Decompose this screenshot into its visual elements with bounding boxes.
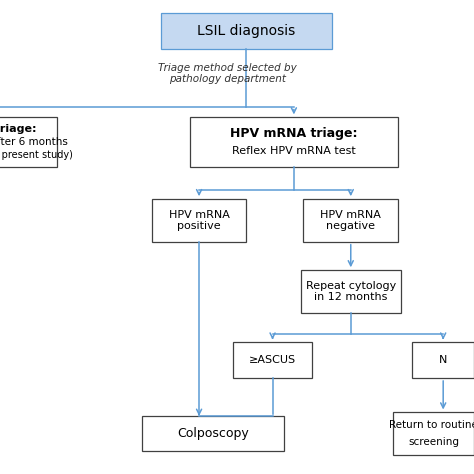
FancyBboxPatch shape (393, 412, 474, 455)
Text: Repeat cytology after 6 months: Repeat cytology after 6 months (0, 137, 68, 147)
Text: (method used in the present study): (method used in the present study) (0, 150, 73, 161)
Text: HPV mRNA
positive: HPV mRNA positive (169, 210, 229, 231)
FancyBboxPatch shape (303, 199, 398, 242)
FancyBboxPatch shape (0, 118, 57, 167)
Text: Return to routine: Return to routine (389, 420, 474, 430)
Text: LSIL diagnosis: LSIL diagnosis (197, 24, 296, 38)
Text: Reflex HPV mRNA test: Reflex HPV mRNA test (232, 146, 356, 156)
FancyBboxPatch shape (412, 342, 474, 378)
Text: Cytology triage:: Cytology triage: (0, 124, 36, 134)
Text: Colposcopy: Colposcopy (177, 427, 249, 440)
Text: Triage method selected by
pathology department: Triage method selected by pathology depa… (158, 63, 297, 84)
FancyBboxPatch shape (142, 416, 284, 451)
Text: HPV mRNA
negative: HPV mRNA negative (320, 210, 381, 231)
FancyBboxPatch shape (190, 118, 398, 167)
Text: ≥ASCUS: ≥ASCUS (249, 355, 296, 365)
Text: HPV mRNA triage:: HPV mRNA triage: (230, 127, 357, 140)
Text: Repeat cytology
in 12 months: Repeat cytology in 12 months (306, 281, 396, 302)
FancyBboxPatch shape (161, 13, 332, 49)
Text: N: N (439, 355, 447, 365)
Text: screening: screening (408, 437, 459, 447)
FancyBboxPatch shape (152, 199, 246, 242)
FancyBboxPatch shape (233, 342, 311, 378)
FancyBboxPatch shape (301, 270, 401, 313)
